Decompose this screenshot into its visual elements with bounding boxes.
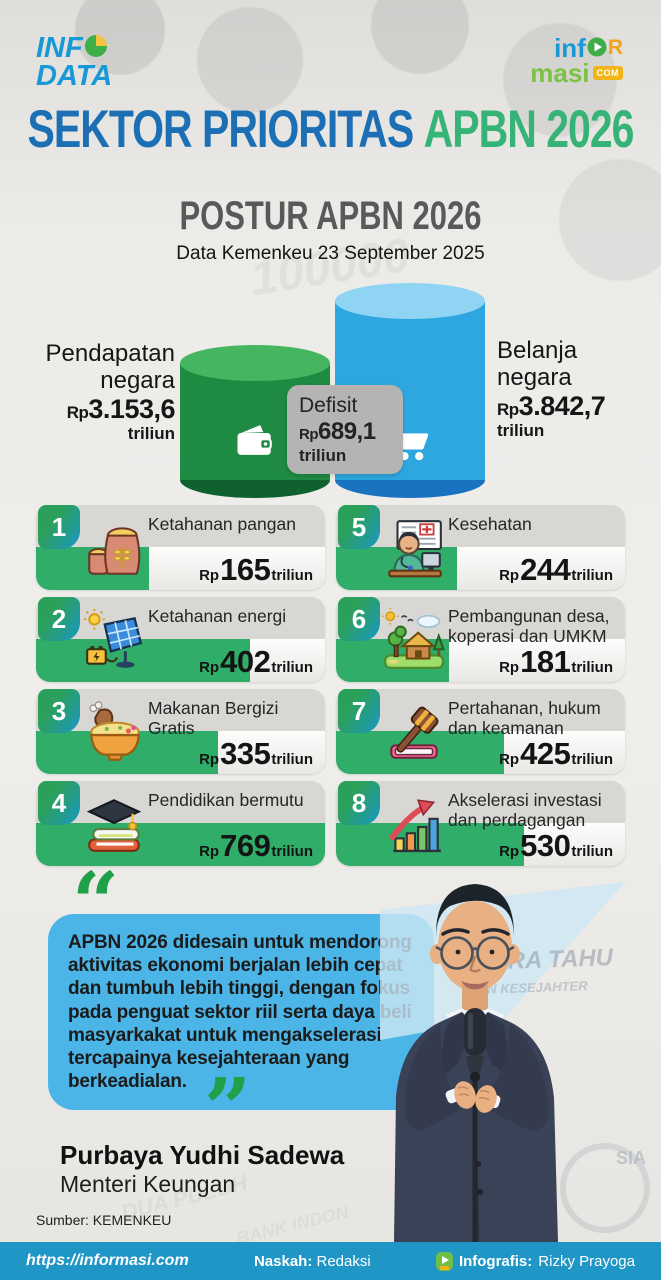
sector-label: Ketahanan pangan [148, 514, 296, 534]
bar-fill [36, 639, 250, 682]
infodata-logo: INF DATA [36, 32, 113, 92]
spending-label: Belanja negara [497, 337, 578, 391]
wallet-icon [234, 421, 276, 464]
postur-heading: POSTUR APBN 2026 [179, 192, 482, 239]
grain-sack-icon [78, 513, 150, 585]
sector-value: Rp 530 triliun [499, 828, 613, 863]
budget-cylinders-chart: Pendapatan negara Rp3.153,6 triliun [0, 283, 661, 498]
revenue-label: Pendapatan negara [45, 340, 175, 394]
spending-value: Rp3.842,7 [497, 390, 606, 421]
sector-card-8: 8 Akselerasi investasi dan perdagangan R… [336, 781, 625, 866]
sector-label: Makanan Bergizi Gratis [148, 698, 279, 739]
play-icon [587, 36, 607, 61]
sector-card-4: 4 Pendidikan bermutu Rp 769 triliun [36, 781, 325, 866]
revenue-unit: triliun [127, 424, 175, 444]
informasi-logo-part2: R [607, 36, 623, 60]
revenue-label-block: Pendapatan negara Rp3.153,6 triliun [10, 340, 176, 444]
sector-label: Akselerasi investasi dan perdagangan [448, 790, 602, 831]
quote-box: APBN 2026 didesain untuk mendorong aktiv… [48, 914, 434, 1111]
speaker-role: Menteri Keungan [60, 1171, 236, 1197]
solar-panel-icon [78, 605, 150, 677]
sector-number-badge: 7 [338, 689, 380, 733]
sector-number-badge: 4 [38, 781, 80, 825]
sector-value-bar: Rp 402 triliun [36, 639, 325, 682]
sector-card-5: 5 Kesehatan [336, 505, 625, 590]
doctor-icon [378, 513, 450, 585]
informasi-logo-part1: inf [554, 33, 586, 63]
sector-value-bar: Rp 335 triliun [36, 731, 325, 774]
graduation-books-icon [78, 789, 150, 861]
sector-number-badge: 2 [38, 597, 80, 641]
infodata-logo-line2: DATA [36, 59, 113, 92]
minister-portrait-illustration: GARA TAHU AN KESEJAHTER SIA [380, 882, 650, 1242]
source-note: Sumber: KEMENKEU [36, 1212, 172, 1228]
title-green-part: APBN 2026 [423, 98, 635, 159]
informasi-logo-line2: masi [530, 57, 590, 88]
open-quote-mark: “ [72, 855, 120, 951]
deficit-value: Rp689,1 [299, 418, 376, 445]
spending-unit: triliun [497, 421, 545, 441]
postur-subheading: Data Kemenkeu 23 September 2025 [176, 243, 485, 264]
title-blue-part: SEKTOR PRIORITAS [27, 98, 415, 159]
priority-sectors-grid: 1 Ketahanan pangan [36, 505, 625, 866]
infodata-logo-line1: INF [36, 32, 83, 64]
deficit-label: Defisit [299, 394, 358, 417]
close-quote-mark: ” [204, 1061, 252, 1157]
informasi-mark-icon [435, 1251, 453, 1271]
spending-label-block: Belanja negara Rp3.842,7 triliun [497, 337, 657, 441]
village-icon [378, 605, 450, 677]
footer-naskah: Naskah: Redaksi [253, 1252, 371, 1270]
sector-card-7: 7 Pertahanan, hukum dan keamanan [336, 689, 625, 774]
gavel-icon [378, 697, 450, 769]
sector-value: Rp 425 triliun [499, 736, 613, 771]
sector-card-3: 3 Makanan Bergizi Gratis Rp 335 triliun [36, 689, 325, 774]
com-badge: COM [592, 65, 623, 81]
revenue-value: Rp3.153,6 [66, 393, 176, 424]
sector-label: Pembangunan desa, koperasi dan UMKM [448, 606, 610, 647]
sector-value: Rp 165 triliun [199, 552, 313, 587]
sector-value: Rp 402 triliun [199, 644, 313, 679]
informasi-logo: inf R masi COM [530, 33, 623, 88]
faded-banknote-text: AN KESEJAHTER [477, 978, 589, 997]
sector-card-6: 6 Pemban [336, 597, 625, 682]
minister-figure [394, 884, 558, 1242]
page-title: SEKTOR PRIORITAS APBN 2026 [0, 99, 661, 159]
sector-card-1: 1 Ketahanan pangan [36, 505, 325, 590]
quote-text: APBN 2026 didesain untuk mendorong aktiv… [68, 932, 412, 1093]
sector-number-badge: 3 [38, 689, 80, 733]
food-bowl-icon [78, 697, 150, 769]
footer-url: https://informasi.com [26, 1252, 189, 1269]
sector-label: Pertahanan, hukum dan keamanan [448, 698, 601, 739]
footer-bar: https://informasi.com Naskah: Redaksi In… [0, 1242, 661, 1280]
sector-label: Ketahanan energi [148, 606, 287, 626]
sector-value: Rp 335 triliun [199, 736, 313, 771]
deficit-unit: triliun [299, 445, 347, 465]
sector-value: Rp 769 triliun [199, 828, 313, 863]
sector-label: Pendidikan bermutu [148, 790, 304, 810]
sector-number-badge: 1 [38, 505, 80, 549]
sector-value-bar: Rp 769 triliun [36, 823, 325, 866]
deficit-card: Defisit Rp689,1 triliun [287, 385, 403, 474]
speaker-name: Purbaya Yudhi Sadewa [60, 1140, 345, 1170]
sector-card-2: 2 Ketahanan energi Rp 402 tril [36, 597, 325, 682]
sector-label: Kesehatan [448, 514, 532, 534]
pie-chart-icon [84, 34, 108, 63]
bar-fill [36, 823, 325, 866]
sector-value: Rp 244 triliun [499, 552, 613, 587]
sector-number-badge: 6 [338, 597, 380, 641]
faded-banknote-text: SIA [616, 1148, 646, 1168]
sector-value: Rp 181 triliun [499, 644, 613, 679]
growth-chart-icon [378, 789, 450, 861]
footer-infografis: Infografis: Rizky Prayoga [435, 1251, 635, 1271]
sector-number-badge: 8 [338, 781, 380, 825]
sector-number-badge: 5 [338, 505, 380, 549]
